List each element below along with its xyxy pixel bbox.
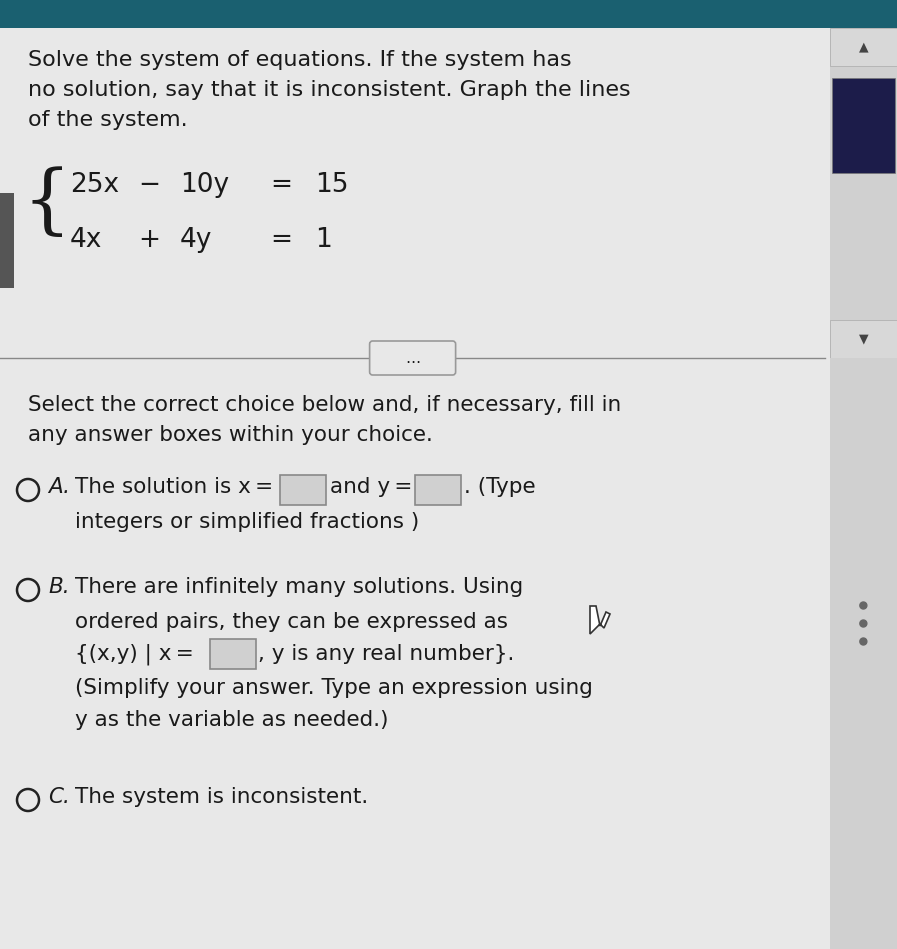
FancyBboxPatch shape xyxy=(0,0,897,28)
Text: C.: C. xyxy=(48,787,70,807)
Text: −: − xyxy=(138,172,161,198)
Text: . (Type: . (Type xyxy=(464,477,536,497)
Text: There are infinitely many solutions. Using: There are infinitely many solutions. Usi… xyxy=(75,577,523,597)
Text: Select the correct choice below and, if necessary, fill in: Select the correct choice below and, if … xyxy=(28,395,622,415)
FancyBboxPatch shape xyxy=(830,358,897,949)
FancyBboxPatch shape xyxy=(0,28,830,358)
FancyBboxPatch shape xyxy=(830,320,897,358)
Text: integers or simplified fractions ): integers or simplified fractions ) xyxy=(75,512,419,532)
Text: {: { xyxy=(22,165,71,239)
FancyBboxPatch shape xyxy=(0,193,14,288)
Text: ordered pairs, they can be expressed as: ordered pairs, they can be expressed as xyxy=(75,612,508,632)
Text: Solve the system of equations. If the system has: Solve the system of equations. If the sy… xyxy=(28,50,571,70)
Polygon shape xyxy=(590,606,610,634)
Text: 25x: 25x xyxy=(70,172,119,198)
Text: of the system.: of the system. xyxy=(28,110,187,130)
FancyBboxPatch shape xyxy=(210,639,256,669)
Text: 10y: 10y xyxy=(180,172,229,198)
Text: =: = xyxy=(270,227,292,253)
Text: ▼: ▼ xyxy=(858,332,868,345)
Text: =: = xyxy=(270,172,292,198)
FancyBboxPatch shape xyxy=(415,475,461,505)
Text: 15: 15 xyxy=(315,172,349,198)
Text: The system is inconsistent.: The system is inconsistent. xyxy=(75,787,369,807)
Text: , y is any real number}.: , y is any real number}. xyxy=(258,644,514,664)
Text: 4x: 4x xyxy=(70,227,102,253)
Circle shape xyxy=(860,620,867,627)
Text: B.: B. xyxy=(48,577,70,597)
Circle shape xyxy=(860,638,867,645)
FancyBboxPatch shape xyxy=(830,28,897,66)
Text: and y =: and y = xyxy=(330,477,413,497)
Text: 1: 1 xyxy=(315,227,332,253)
Text: A.: A. xyxy=(48,477,70,497)
FancyBboxPatch shape xyxy=(280,475,326,505)
FancyBboxPatch shape xyxy=(830,28,897,358)
Text: any answer boxes within your choice.: any answer boxes within your choice. xyxy=(28,425,433,445)
Text: The solution is x =: The solution is x = xyxy=(75,477,273,497)
Text: {(x,y) | x =: {(x,y) | x = xyxy=(75,643,194,664)
Text: (Simplify your answer. Type an expression using: (Simplify your answer. Type an expressio… xyxy=(75,678,593,698)
FancyBboxPatch shape xyxy=(832,78,895,173)
Text: y as the variable as needed.): y as the variable as needed.) xyxy=(75,710,388,730)
Text: 4y: 4y xyxy=(180,227,213,253)
Circle shape xyxy=(860,602,867,609)
Text: …: … xyxy=(405,350,420,365)
Text: no solution, say that it is inconsistent. Graph the lines: no solution, say that it is inconsistent… xyxy=(28,80,631,100)
Text: +: + xyxy=(138,227,160,253)
FancyBboxPatch shape xyxy=(370,341,456,375)
Text: ▲: ▲ xyxy=(858,41,868,53)
